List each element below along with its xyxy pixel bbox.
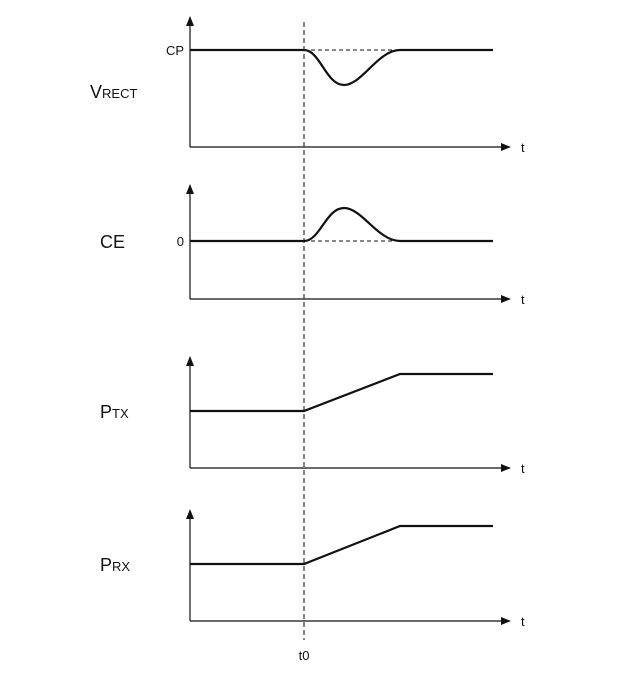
- vrect-label-main: V: [90, 82, 102, 102]
- plot-ce: t 0 CE: [100, 184, 525, 307]
- prx-label-main: P: [100, 555, 112, 575]
- ce-label-main: CE: [100, 232, 125, 252]
- vrect-signal: [190, 50, 493, 85]
- plot-prx: t PRX: [100, 509, 525, 629]
- prx-signal: [190, 526, 493, 564]
- ce-axis-t-label: t: [521, 292, 525, 307]
- prx-y-arrow: [186, 509, 194, 519]
- vrect-axis-t-label: t: [521, 140, 525, 155]
- plot-vrect: t CP VRECT: [90, 16, 525, 155]
- prx-axis-t-label: t: [521, 614, 525, 629]
- ptx-label-sub: TX: [112, 406, 129, 421]
- prx-label: PRX: [100, 555, 130, 575]
- t0-marker-label: t0: [299, 648, 310, 663]
- ce-x-arrow: [501, 295, 511, 303]
- ptx-y-arrow: [186, 356, 194, 366]
- vrect-y-arrow: [186, 16, 194, 26]
- ptx-label: PTX: [100, 402, 129, 422]
- ce-signal: [190, 208, 493, 241]
- ptx-label-main: P: [100, 402, 112, 422]
- ptx-x-arrow: [501, 464, 511, 472]
- vrect-label: VRECT: [90, 82, 137, 102]
- vrect-level-label-cp: CP: [166, 43, 184, 58]
- prx-label-sub: RX: [112, 559, 130, 574]
- prx-x-arrow: [501, 617, 511, 625]
- ce-label: CE: [100, 232, 125, 252]
- ptx-axis-t-label: t: [521, 461, 525, 476]
- vrect-x-arrow: [501, 143, 511, 151]
- ce-y-arrow: [186, 184, 194, 194]
- ce-level-label-zero: 0: [177, 234, 184, 249]
- vrect-label-sub: RECT: [102, 86, 137, 101]
- ptx-signal: [190, 374, 493, 411]
- plot-ptx: t PTX: [100, 356, 525, 476]
